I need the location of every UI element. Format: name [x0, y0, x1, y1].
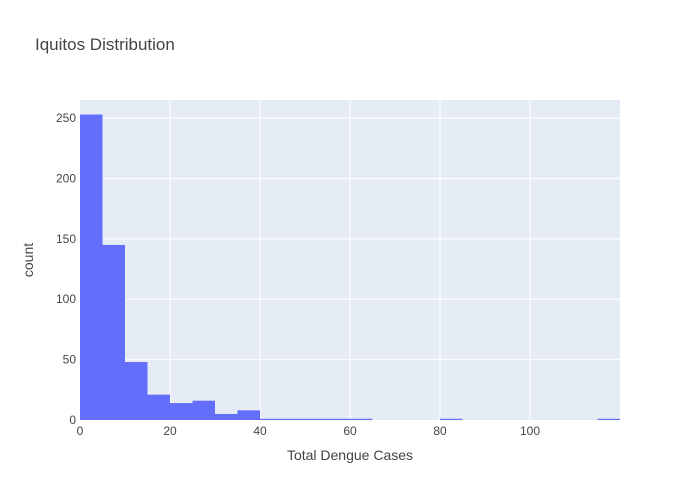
y-tick-label: 250	[56, 111, 76, 125]
y-axis-title: count	[20, 243, 36, 277]
histogram-bar	[170, 403, 193, 420]
histogram-bar	[80, 114, 103, 420]
histogram-bar	[327, 418, 350, 420]
chart-title: Iquitos Distribution	[35, 35, 175, 54]
histogram-bar	[237, 410, 260, 420]
x-tick-label: 0	[77, 424, 84, 438]
histogram-bar	[282, 418, 305, 420]
y-axis-ticks: 0 50 100 150 200 250	[56, 111, 76, 427]
x-tick-label: 100	[520, 424, 540, 438]
histogram-bars	[80, 114, 620, 420]
x-axis-ticks: 0 20 40 60 80 100	[77, 424, 541, 438]
x-tick-label: 80	[433, 424, 447, 438]
histogram-bar	[260, 418, 283, 420]
histogram-bar	[125, 362, 148, 420]
histogram-bar	[147, 394, 170, 420]
y-tick-label: 0	[69, 413, 76, 427]
y-tick-label: 200	[56, 171, 76, 185]
histogram-bar	[215, 413, 238, 420]
histogram-bar	[440, 418, 463, 420]
gridlines	[80, 100, 620, 420]
histogram-bar	[597, 418, 620, 420]
histogram-bar	[102, 244, 125, 420]
y-tick-label: 150	[56, 232, 76, 246]
y-tick-label: 100	[56, 292, 76, 306]
x-tick-label: 40	[253, 424, 267, 438]
y-tick-label: 50	[63, 353, 77, 367]
x-tick-label: 20	[163, 424, 177, 438]
histogram-bar	[305, 418, 328, 420]
x-axis-title: Total Dengue Cases	[287, 447, 413, 463]
histogram-bar	[350, 418, 373, 420]
x-tick-label: 60	[343, 424, 357, 438]
histogram-bar	[192, 400, 215, 420]
